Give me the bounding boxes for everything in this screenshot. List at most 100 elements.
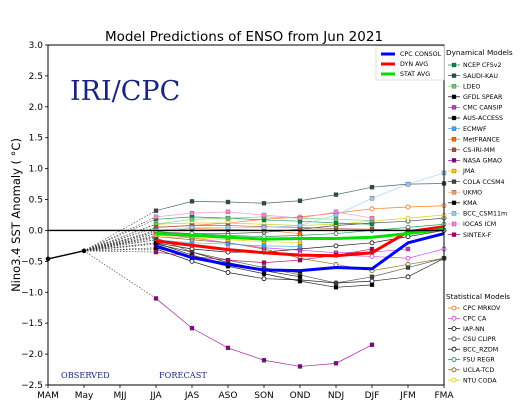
point-sintex-f-3 bbox=[261, 260, 267, 265]
legend-label-ncep-cfsv2: NCEP CFSv2 bbox=[463, 62, 502, 69]
point-bcc-csm11m-4 bbox=[297, 223, 303, 228]
point-metfrance-4 bbox=[297, 231, 303, 236]
point-cpc-ca-7 bbox=[405, 255, 411, 261]
point-iocas-icm-3 bbox=[261, 212, 267, 218]
point-ncep-cfsv2-5 bbox=[333, 220, 339, 226]
y-tick-label: 1.0 bbox=[29, 165, 44, 175]
connector-cpc-ca bbox=[83, 239, 157, 252]
avg-line-cpc-consol bbox=[155, 232, 445, 273]
point-sintex-f-2 bbox=[225, 257, 231, 263]
connector-ucla-tcd bbox=[83, 236, 157, 252]
point-nasa-gmao-6 bbox=[369, 342, 375, 347]
legend-marker-metfrance bbox=[451, 137, 457, 142]
legend-marker-fsu-regr bbox=[451, 357, 457, 362]
legend-label-metfrance: MetFRANCE bbox=[463, 136, 500, 143]
y-tick-label: −2.0 bbox=[21, 350, 43, 360]
connector-bcc-rzdm bbox=[83, 242, 157, 252]
point-bcc-csm11m-2 bbox=[225, 225, 231, 230]
connector-iocas-icm bbox=[83, 216, 157, 252]
legend-label-iocas-icm: IOCAS ICM bbox=[463, 221, 496, 228]
x-tick-label: May bbox=[75, 391, 94, 401]
point-saudi-kau-0 bbox=[153, 208, 159, 213]
legend-label-ucla-tcd: UCLA-TCD bbox=[463, 367, 494, 374]
point-ncep-cfsv2-6 bbox=[369, 222, 375, 227]
point-iap-nn-3 bbox=[261, 276, 267, 282]
point-ntu-coda-7 bbox=[405, 215, 411, 221]
point-iap-nn-2 bbox=[225, 270, 231, 275]
legend-marker-bcc-rzdm bbox=[451, 346, 457, 352]
point-saudi-kau-4 bbox=[297, 198, 303, 203]
legend-label-stat-avg: STAT AVG bbox=[400, 71, 430, 78]
point-iocas-icm-5 bbox=[333, 209, 339, 215]
point-iocas-icm-2 bbox=[225, 209, 231, 215]
watermark-label: IRI/CPC bbox=[70, 76, 180, 107]
point-saudi-kau-2 bbox=[225, 199, 231, 205]
point-ecmwf-4 bbox=[297, 244, 303, 249]
point-gfdl-spear-6 bbox=[369, 282, 375, 288]
y-tick-label: −0.5 bbox=[21, 257, 43, 267]
x-tick-label: MJJ bbox=[113, 391, 126, 401]
point-iocas-icm-6 bbox=[369, 215, 375, 221]
point-iocas-icm-4 bbox=[297, 215, 303, 221]
point-cmc-cansip-7 bbox=[405, 246, 411, 252]
plot-frame bbox=[47, 44, 445, 386]
legend-marker-bcc-csm11m bbox=[451, 211, 457, 216]
connector-iap-nn bbox=[83, 248, 157, 252]
y-tick-label: 3.0 bbox=[29, 41, 44, 51]
legend-label-jma: JMA bbox=[462, 168, 475, 175]
point-nasa-gmao-3 bbox=[261, 358, 267, 363]
point-cs-iri-mm-6 bbox=[369, 227, 375, 232]
point-iap-nn-7 bbox=[405, 274, 411, 280]
point-sintex-f-4 bbox=[297, 257, 303, 263]
y-tick-label: 2.5 bbox=[29, 72, 43, 82]
axes: 3.0 2.5 2.0 1.5 1.0 0.5 0.0 −0.5 −1.0 −1.5 −2.0 −2.… bbox=[21, 41, 454, 401]
legend-label-cola-ccsm4: COLA CCSM4 bbox=[463, 179, 505, 186]
point-ucla-tcd-5 bbox=[333, 262, 339, 267]
connector-bcc-csm11m bbox=[83, 230, 157, 252]
y-tick-label: −1.5 bbox=[21, 319, 43, 329]
point-iocas-icm-0 bbox=[153, 214, 159, 220]
point-ecmwf-3 bbox=[261, 243, 267, 249]
x-tick-label: JJA bbox=[149, 391, 162, 401]
legend-marker-cs-iri-mm bbox=[451, 147, 457, 152]
observed-line bbox=[47, 250, 85, 260]
legend-marker-nasa-gmao bbox=[451, 158, 457, 163]
legend-marker-cola-ccsm4 bbox=[451, 179, 457, 184]
plot-area bbox=[45, 170, 447, 369]
avg-line-stat-avg bbox=[155, 227, 445, 241]
legend-label-saudi-kau: SAUDI-KAU bbox=[463, 73, 498, 80]
point-ecmwf-2 bbox=[225, 241, 231, 247]
avg-line-dyn-avg bbox=[155, 225, 445, 258]
legend-label-bcc-csm11m: BCC_CSM11m bbox=[463, 211, 507, 218]
legend-marker-ncep-cfsv2 bbox=[451, 62, 457, 68]
point-bcc-rzdm-5 bbox=[333, 243, 339, 249]
legend-marker-ukmo bbox=[451, 190, 457, 195]
y-tick-label: −1.0 bbox=[21, 288, 43, 298]
legend-marker-ecmwf bbox=[451, 126, 457, 131]
point-nasa-gmao-1 bbox=[189, 325, 195, 331]
series-line-cs-iri-mm bbox=[155, 225, 409, 231]
legend-marker-ucla-tcd bbox=[451, 367, 457, 373]
legend-marker-ldeo bbox=[451, 84, 457, 89]
x-tick-label: DJF bbox=[365, 391, 380, 401]
point-cmc-cansip-4 bbox=[297, 248, 303, 253]
chart-title: Model Predictions of ENSO from Jun 2021 bbox=[105, 29, 383, 45]
point-fsu-regr-5 bbox=[333, 231, 339, 236]
point-gfdl-spear-4 bbox=[297, 278, 303, 284]
x-tick-label: FMA bbox=[434, 391, 454, 401]
legend-label-ukmo: UKMO bbox=[463, 189, 482, 196]
legend-label-cpc-consol: CPC CONSOL bbox=[400, 51, 442, 58]
legend-label-bcc-rzdm: BCC_RZDM bbox=[463, 346, 498, 353]
connector-nasa-gmao bbox=[83, 250, 157, 299]
point-kma-4 bbox=[297, 274, 303, 279]
point-cpc-mrkov-6 bbox=[369, 206, 375, 212]
connector-cola-ccsm4 bbox=[83, 237, 157, 252]
legend-marker-iap-nn bbox=[451, 326, 457, 332]
legend-marker-gfdl-spear bbox=[451, 94, 457, 99]
point-ldeo-1 bbox=[189, 217, 195, 222]
point-saudi-kau-1 bbox=[189, 199, 195, 204]
y-tick-label: 0.0 bbox=[29, 226, 44, 236]
connector-ncep-cfsv2 bbox=[83, 219, 157, 252]
connector-csu-clipr bbox=[83, 231, 157, 252]
